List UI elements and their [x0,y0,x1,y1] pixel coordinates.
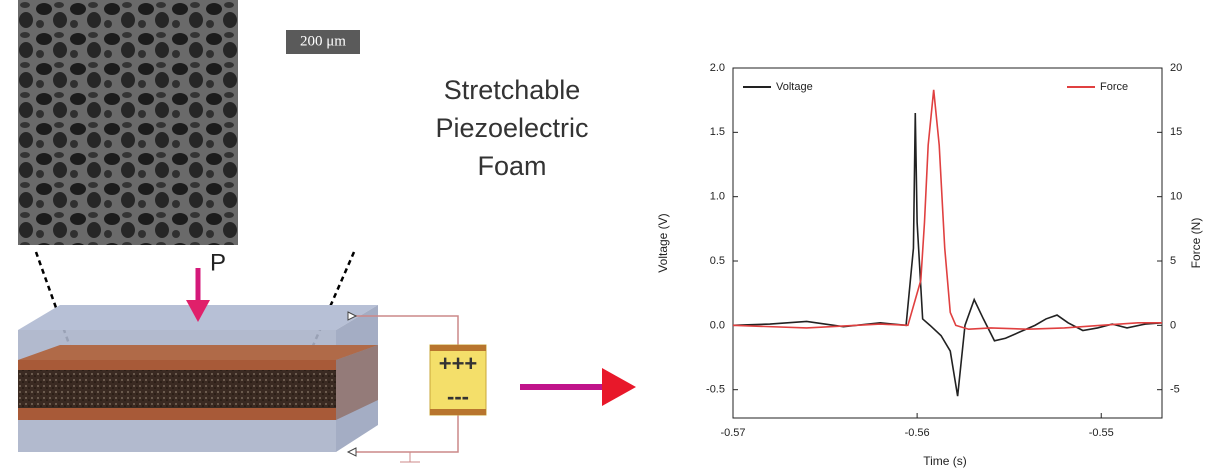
electrode-top [18,345,378,360]
pressure-arrowhead [186,300,210,322]
flow-arrowhead [602,368,636,406]
data-line [732,113,1163,397]
data-line [732,89,1162,331]
y2-tick-label: 5 [1170,255,1176,267]
charge-top: +++ [439,351,478,376]
terminal [347,311,358,321]
y-tick-label: 1.5 [710,126,725,138]
legend-label: Voltage [776,81,813,93]
layer-side [336,345,378,420]
charge-bottom: --- [447,384,469,409]
scale-bg [286,30,360,54]
zoom-line [34,251,84,381]
electrode-bottom [18,408,336,420]
y2-tick-label: 15 [1170,126,1182,138]
title-line: Stretchable [444,75,581,105]
y-tick-label: 1.0 [710,191,725,203]
y2-axis-label: Force (N) [1189,218,1203,269]
y-tick-label: -0.5 [706,384,725,396]
y2-tick-label: 0 [1170,319,1176,331]
electrode-top-front [18,360,336,370]
y2-tick-label: -5 [1170,384,1180,396]
cap-plate [430,409,486,415]
terminal [346,447,357,457]
wire [352,315,459,345]
y-tick-label: 0.5 [710,255,725,267]
x-tick-label: -0.55 [1089,427,1114,439]
legend-label: Force [1100,81,1128,93]
cap-plate [430,345,486,351]
foam-layer [18,370,336,408]
sem-image [18,0,238,245]
scale-label: 200 μm [300,33,346,49]
y2-tick-label: 20 [1170,62,1182,74]
title-line: Foam [477,151,546,181]
y-tick-label: 0.0 [710,319,725,331]
x-tick-label: -0.57 [720,427,745,439]
plot-frame [732,67,1163,419]
x-axis-label: Time (s) [923,454,967,468]
y-axis-label: Voltage (V) [656,213,670,272]
wire [352,415,459,453]
y2-tick-label: 10 [1170,191,1182,203]
x-tick-label: -0.56 [905,427,930,439]
pressure-label: P [210,249,226,276]
capacitor [429,344,487,416]
y-tick-label: 2.0 [710,62,725,74]
title-line: Piezoelectric [435,113,588,143]
